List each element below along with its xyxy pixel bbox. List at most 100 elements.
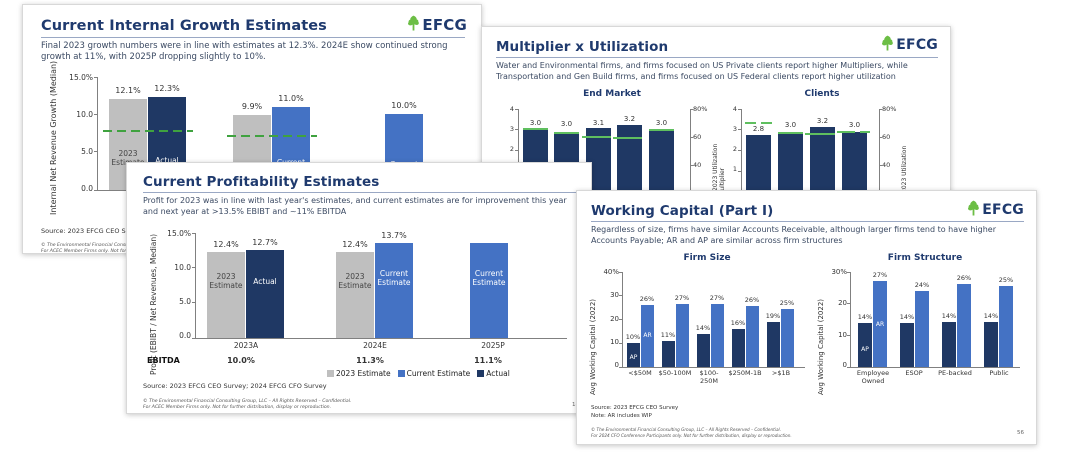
slide1-ytick-3: 15.0% [69, 73, 93, 82]
clients-right-axis-label: 2023 Utilization [901, 145, 908, 193]
slide1-subtitle: Final 2023 growth numbers were in line w… [41, 41, 448, 63]
slide4-chart-firm-size: Avg Working Capital (2022) 40% 30 20 10 … [585, 267, 811, 417]
slide-current-profitability-estimates[interactable]: Current Profitability Estimates Profit f… [126, 162, 592, 414]
firm-size-y-axis [622, 272, 623, 367]
firm-structure-xlabel-1: ESOP [905, 369, 923, 377]
end-market-ytick-mark-3 [515, 129, 518, 130]
slide2-subtitle: Profit for 2023 was in line with last ye… [143, 196, 567, 216]
firm-structure-x-axis [850, 367, 1020, 368]
slide2-ytick-0: 0.0 [179, 331, 191, 340]
clients-rtick-80: 80% [882, 105, 897, 113]
slide3-chart-clients: 4 3 2 1 2023 Multiplier 2.8 3.0 3.2 3.0 [717, 105, 945, 225]
slide2-ytick-mark-3 [192, 233, 195, 234]
end-market-rtick-mark-60 [690, 137, 693, 138]
clients-ytick-mark-2 [738, 150, 741, 151]
slide4-title-rule [591, 221, 1024, 222]
label-ar-public: 25% [998, 276, 1014, 284]
label-ar-esop: 24% [914, 281, 930, 289]
end-market-ytick-mark-2 [515, 150, 518, 151]
firm-size-xlabel-2: $100- 250M [699, 369, 719, 385]
firm-structure-ytick-mark-0 [847, 367, 850, 368]
legend-label-actual: Actual [486, 369, 510, 378]
label-ap-gt-1b: 19% [765, 312, 781, 320]
inbar-ap: AP [861, 346, 869, 353]
util-marker-us-private [805, 133, 835, 135]
label-current-estimate-2024e: 11.0% [278, 94, 304, 103]
slide4-source: Source: 2023 EFCG CEO Survey Note: AR in… [591, 405, 679, 420]
slide1-ytick-mark-1 [94, 151, 97, 152]
end-market-y-axis [518, 109, 519, 191]
slide4-panel-title-firm-structure: Firm Structure [887, 253, 963, 263]
label-2023-estimate-2023a: 12.4% [213, 240, 239, 249]
label-ap-public: 14% [983, 312, 999, 320]
slide-working-capital-part-i[interactable]: Working Capital (Part I) Regardless of s… [576, 190, 1037, 445]
efcg-wordmark: EFCG [896, 37, 938, 53]
firm-structure-ytick-mark-2 [847, 303, 850, 304]
label-ar-lt-50m: 26% [639, 295, 655, 303]
bar-multiplier-gen-build [617, 125, 642, 191]
bar-ap-public [984, 322, 998, 367]
end-market-ytick-mark-4 [515, 109, 518, 110]
bar-current-estimate-2025p [470, 243, 508, 338]
slide4-panel-title-firm-size: Firm Size [683, 253, 731, 263]
bar-2023-estimate-2024e [336, 252, 374, 338]
bar-ap-esop [900, 323, 914, 367]
clients-y-axis [741, 109, 742, 191]
bar-ar-esop [915, 291, 929, 367]
label-ap-100-250m: 14% [695, 324, 711, 332]
firm-structure-ytick-mark-3 [847, 272, 850, 273]
legend-item-actual: Actual [477, 369, 510, 378]
slide2-ytick-mark-1 [192, 302, 195, 303]
bar-current-estimate-2024e [375, 243, 413, 338]
label-ar-employee-owned: 27% [872, 271, 888, 279]
bar-ar-lt-50m [641, 305, 654, 367]
ebitda-value-2024e: 11.3% [356, 356, 384, 365]
bar-ar-pe-backed [957, 284, 971, 367]
label-ap-50-100m: 11% [660, 331, 676, 339]
firm-size-ytick-2: 20 [610, 315, 619, 323]
label-ap-lt-50m: 10% [625, 333, 641, 341]
util-marker-intl-2 [860, 131, 870, 133]
firm-structure-ytick-1: 10 [838, 331, 847, 339]
slide1-ytick-0: 0.0 [81, 184, 93, 193]
slide1-ytick-mark-3 [94, 77, 97, 78]
slide2-copyright: © The Environmental Financial Consulting… [143, 399, 352, 411]
slide2-legend: 2023 Estimate Current Estimate Actual [327, 369, 510, 378]
slide2-ytick-2: 10.0 [174, 263, 191, 272]
firm-size-xlabel-3: $250M-1B [728, 369, 762, 377]
firm-size-ytick-mark-0 [619, 367, 622, 368]
label-ar-50-100m: 27% [674, 294, 690, 302]
label-ap-employee-owned: 14% [857, 313, 873, 321]
clients-ytick-mark-4 [738, 109, 741, 110]
tree-icon [407, 15, 420, 35]
bar-multiplier-us-private [810, 127, 835, 191]
firm-structure-y-axis [850, 272, 851, 367]
label-current-estimate-2024e: 13.7% [381, 231, 407, 240]
firm-size-xlabel-1: $50-100M [658, 369, 692, 377]
firm-size-ytick-3: 30 [610, 291, 619, 299]
firm-structure-xlabel-2: PE-backed [938, 369, 972, 377]
firm-size-ytick-mark-1 [619, 343, 622, 344]
firm-size-ytick-mark-3 [619, 295, 622, 296]
clients-rtick-mark-80 [879, 109, 882, 110]
label-actual-2023a: 12.3% [154, 84, 180, 93]
bar-ar-250m-1b [746, 306, 759, 367]
legend-swatch-actual [477, 370, 485, 377]
label-multiplier-us-private: 3.2 [816, 117, 829, 125]
label-ap-250m-1b: 16% [730, 319, 746, 327]
util-marker-us-federal [745, 122, 756, 124]
slide4-title: Working Capital (Part I) [591, 203, 774, 219]
util-marker-us-state-local [778, 132, 803, 134]
end-market-rtick-mark-40 [690, 165, 693, 166]
firm-structure-xlabel-3: Public [989, 369, 1009, 377]
label-ar-gt-1b: 25% [779, 299, 795, 307]
label-multiplier-us-state-local: 3.0 [784, 121, 797, 129]
efcg-logo: EFCG [967, 200, 1024, 220]
bar-multiplier-us-state-local [778, 132, 803, 191]
bar-actual-2023a [246, 250, 284, 338]
end-market-rtick-mark-80 [690, 109, 693, 110]
ebitda-row-label: EBITDA [147, 356, 180, 365]
firm-size-x-axis [622, 367, 805, 368]
slide1-ytick-2: 10.0 [76, 110, 93, 119]
